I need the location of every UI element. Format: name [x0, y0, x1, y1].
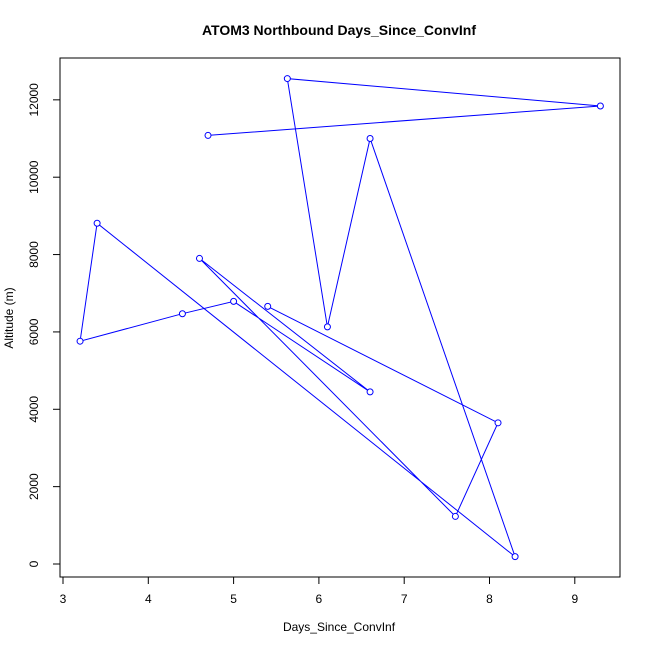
x-tick-label: 3	[60, 592, 67, 606]
y-tick-label: 4000	[27, 396, 41, 423]
x-axis: 3 4 5 6 7 8 9	[60, 577, 578, 606]
data-point	[283, 75, 291, 83]
data-point	[366, 388, 374, 396]
y-tick-label: 10000	[27, 160, 41, 194]
chart-title: ATOM3 Northbound Days_Since_ConvInf	[202, 22, 476, 38]
data-point	[451, 512, 459, 520]
plot-frame	[59, 57, 621, 578]
data-point	[264, 302, 272, 310]
data-point	[195, 254, 203, 262]
y-tick-label: 8000	[27, 241, 41, 268]
data-point	[76, 337, 84, 345]
y-tick-label: 0	[27, 560, 41, 567]
data-point	[323, 323, 331, 331]
y-tick-label: 6000	[27, 318, 41, 345]
y-tick-label: 2000	[27, 473, 41, 500]
series-line	[79, 78, 601, 559]
x-tick-label: 5	[230, 592, 237, 606]
y-axis: 0 2000 4000 6000 8000 10000 12000	[27, 83, 60, 567]
data-point	[366, 135, 374, 143]
y-tick-label: 12000	[27, 83, 41, 117]
x-tick-label: 7	[401, 592, 408, 606]
y-axis-label: Altitude (m)	[2, 287, 16, 348]
data-point	[230, 297, 238, 305]
x-axis-label: Days_Since_ConvInf	[283, 620, 396, 634]
data-point	[511, 553, 519, 561]
data-point	[178, 310, 186, 318]
x-tick-label: 6	[316, 592, 323, 606]
data-point	[596, 102, 604, 110]
x-tick-label: 8	[486, 592, 493, 606]
data-point	[93, 219, 101, 227]
x-tick-label: 9	[571, 592, 578, 606]
data-point	[204, 131, 212, 139]
x-tick-label: 4	[145, 592, 152, 606]
series-layer	[76, 75, 604, 561]
data-point	[494, 419, 502, 427]
